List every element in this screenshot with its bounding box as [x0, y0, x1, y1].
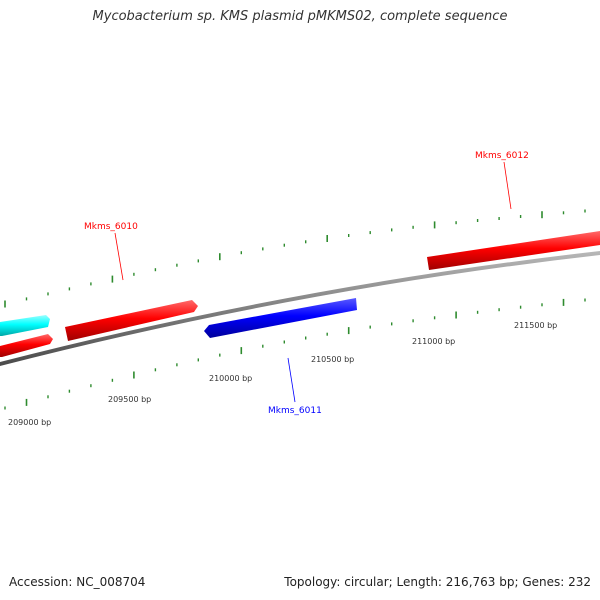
tick-label: 211000 bp [412, 337, 455, 346]
gene-mkms-6012[interactable] [427, 231, 600, 270]
outer-tick-row [4, 209, 586, 308]
leader-mkms-6010 [114, 232, 124, 281]
gene-cyan-fragment[interactable] [0, 315, 50, 336]
gene-mkms-6011[interactable] [204, 298, 357, 338]
tick-label: 211500 bp [514, 321, 557, 330]
gene-label-mkms-6012: Mkms_6012 [475, 151, 529, 161]
topology-length-genes-text: Topology: circular; Length: 216,763 bp; … [284, 575, 591, 589]
tick-label: 209000 bp [8, 418, 51, 427]
tick-label: 210500 bp [311, 355, 354, 364]
gene-mkms-6010[interactable] [65, 300, 198, 341]
gene-label-mkms-6011: Mkms_6011 [268, 406, 322, 416]
gene-label-mkms-6010: Mkms_6010 [84, 222, 138, 232]
leader-mkms-6012 [503, 161, 512, 210]
accession-text: Accession: NC_008704 [9, 575, 146, 589]
tick-label: 210000 bp [209, 374, 252, 383]
leader-mkms-6011 [287, 357, 296, 403]
inner-tick-row [4, 298, 586, 410]
map-title: Mycobacterium sp. KMS plasmid pMKMS02, c… [92, 9, 508, 24]
gene-red-fragment[interactable] [0, 334, 53, 357]
tick-label: 209500 bp [108, 395, 151, 404]
